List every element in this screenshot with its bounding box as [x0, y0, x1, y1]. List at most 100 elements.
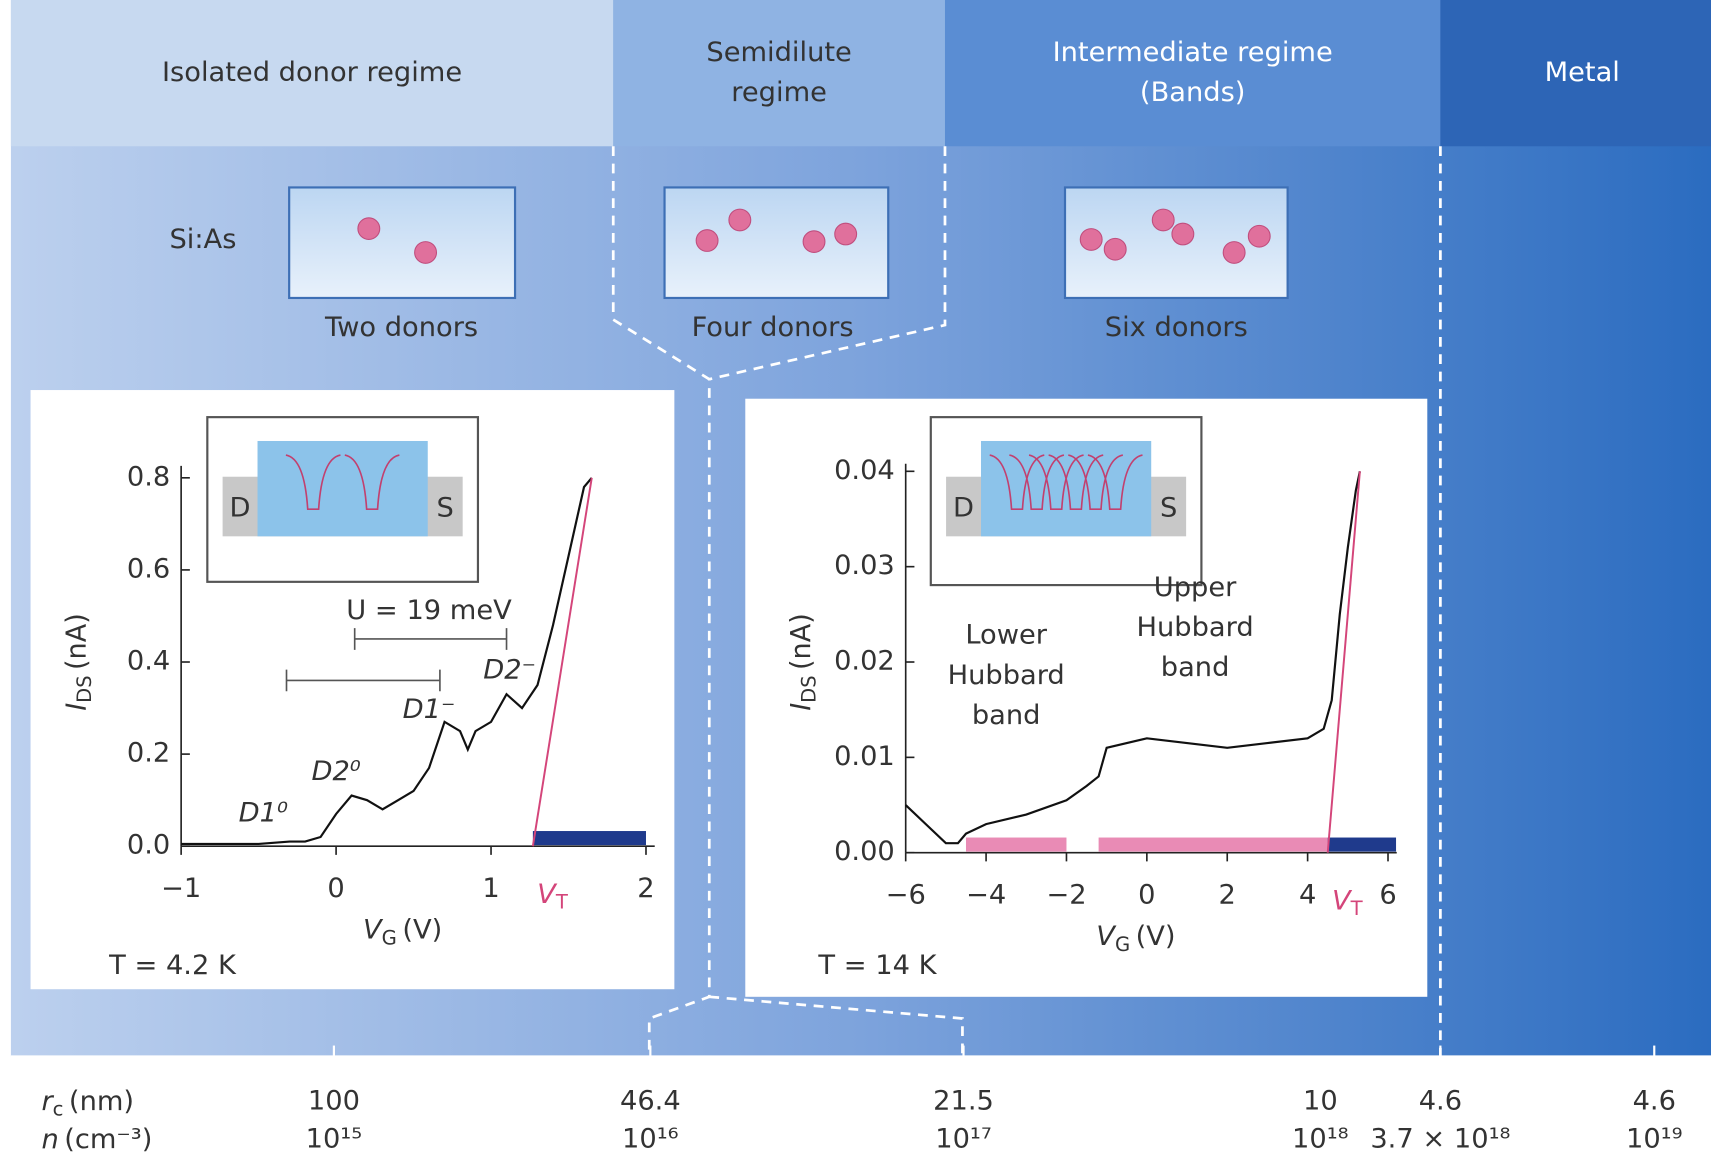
text-part: DS	[73, 675, 96, 702]
divider	[708, 146, 964, 1057]
rc-value: 46.4	[620, 1085, 681, 1116]
band	[1327, 837, 1397, 852]
material: Si:As	[169, 224, 236, 255]
rc-label: rc (nm)	[41, 1085, 134, 1119]
text-part: (V)	[1136, 921, 1176, 952]
n-value: 10¹⁵	[306, 1123, 363, 1154]
text-part: (V)	[402, 914, 442, 945]
donors	[357, 208, 1271, 264]
y-tick-label: 0.0	[127, 830, 170, 861]
gap-label: U = 19 meV	[346, 595, 512, 626]
y-axis-title: IDS (nA)	[61, 613, 96, 711]
inset-well	[1048, 454, 1104, 511]
rc-value: 4.6	[1419, 1085, 1462, 1116]
text-part: G	[382, 926, 397, 949]
x-tick-label: 0	[327, 873, 344, 904]
inset-label: D	[953, 493, 974, 524]
text-part: I	[61, 703, 92, 711]
n-value: 3.7 × 10¹⁸	[1370, 1123, 1510, 1154]
y-axis-title: IDS (nA)	[785, 613, 820, 711]
y-tick-label: 0.00	[834, 836, 895, 867]
series-line	[904, 471, 1361, 845]
y-tick-label: 0.04	[834, 455, 895, 486]
inset-well	[1087, 454, 1143, 511]
annotation: band	[972, 700, 1041, 731]
inset-label: S	[1160, 493, 1177, 524]
text-part: I	[785, 703, 816, 711]
regime-band	[613, 0, 945, 147]
band	[965, 837, 1067, 852]
x-tick-label: 1	[482, 873, 499, 904]
annotation: D1⁻	[403, 694, 456, 725]
y-tick-label: 0.4	[127, 646, 170, 677]
text-part: n	[41, 1123, 58, 1154]
vt-label: VT	[1332, 885, 1363, 919]
series-line	[1326, 471, 1361, 853]
x-tick-label: 6	[1379, 880, 1396, 911]
text-part: T	[555, 890, 568, 913]
text-part: V	[1096, 921, 1117, 952]
vt-label: VT	[537, 879, 568, 913]
y-tick-label: 0.2	[127, 738, 170, 769]
annotation: Hubbard	[948, 660, 1065, 691]
text-part: (nA)	[785, 613, 816, 670]
annotation: Lower	[965, 620, 1048, 651]
annotation: D1⁰	[239, 798, 288, 829]
text-part: c	[53, 1097, 64, 1120]
inset-channel	[980, 440, 1152, 537]
rc-value: 21.5	[933, 1085, 994, 1116]
donor-label: Two donors	[324, 312, 478, 343]
regime-title: Isolated donor regime	[162, 57, 462, 88]
text-part: DS	[797, 675, 820, 702]
x-axis-title: VG (V)	[363, 914, 442, 948]
y-tick-label: 0.02	[834, 646, 895, 677]
donor-label: Six donors	[1105, 312, 1248, 343]
regime-band	[944, 0, 1441, 147]
x-tick-label: 4	[1299, 880, 1316, 911]
temperature: T = 4.2 K	[108, 950, 237, 981]
inset-label: S	[437, 493, 454, 524]
temperature: T = 14 K	[817, 950, 937, 981]
inset-well	[989, 454, 1045, 511]
regime-band	[1440, 0, 1711, 147]
series-line	[181, 477, 593, 845]
x-tick-label: 2	[1219, 880, 1236, 911]
inset-channel	[257, 440, 428, 537]
x-tick-label: −2	[1046, 880, 1086, 911]
text-part: (nA)	[61, 613, 92, 670]
x-axis-title: VG (V)	[1096, 921, 1175, 955]
series-line	[531, 477, 593, 847]
x-tick-label: −1	[161, 873, 201, 904]
inset-label: D	[230, 493, 251, 524]
rc-value: 100	[308, 1085, 360, 1116]
text-part: V	[537, 879, 558, 910]
annotation: Hubbard	[1136, 612, 1253, 643]
inset-well	[1009, 454, 1065, 511]
annotation: D2⁻	[483, 655, 536, 686]
n-value: 10¹⁶	[622, 1123, 679, 1154]
text-part: G	[1115, 932, 1130, 955]
gap-bracket	[285, 669, 441, 692]
annotation: band	[1161, 652, 1230, 683]
x-tick-label: 2	[637, 873, 654, 904]
n-label: n (cm⁻³)	[41, 1123, 152, 1154]
band	[1098, 837, 1328, 852]
n-value: 10¹⁷	[935, 1123, 992, 1154]
y-tick-label: 0.03	[834, 550, 895, 581]
text-part: (cm⁻³)	[64, 1123, 152, 1154]
text-part: V	[1332, 885, 1353, 916]
inset-well	[285, 454, 341, 511]
n-value: 10¹⁸	[1292, 1123, 1349, 1154]
donor-box	[288, 186, 517, 300]
annotation: Upper	[1154, 572, 1237, 603]
n-value: 10¹⁹	[1626, 1123, 1683, 1154]
inset-well	[1028, 454, 1084, 511]
inset-well	[344, 454, 400, 511]
rc-value: 10	[1303, 1085, 1338, 1116]
x-tick-label: 0	[1138, 880, 1155, 911]
regime-title: (Bands)	[1140, 77, 1245, 108]
divider	[611, 146, 711, 1057]
annotation: D2⁰	[311, 756, 360, 787]
y-tick-label: 0.6	[127, 553, 170, 584]
